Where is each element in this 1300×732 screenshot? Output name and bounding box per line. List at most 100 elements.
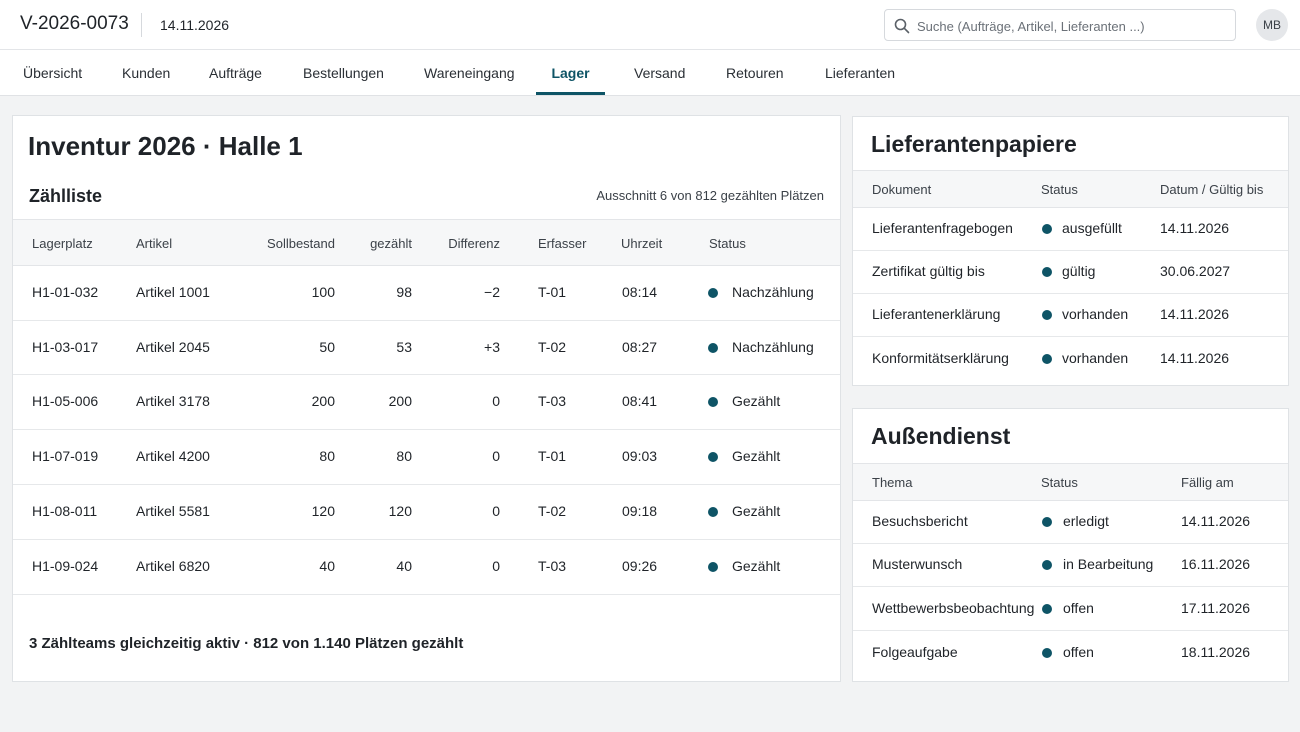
document-name: Konformitätserklärung bbox=[872, 350, 1009, 366]
inventory-panel: Inventur 2026 · Halle 1 Zählliste Aussch… bbox=[12, 115, 841, 682]
cell-artikel: Artikel 6820 bbox=[136, 558, 210, 574]
field-service-header: Thema Status Fällig am bbox=[853, 463, 1288, 501]
cell-status: Gezählt bbox=[732, 558, 781, 574]
cell-uhrzeit: 09:03 bbox=[622, 448, 658, 464]
topic-due-date: 18.11.2026 bbox=[1181, 644, 1251, 660]
list-item[interactable]: Zertifikat gültig bis gültig 30.06.2027 bbox=[853, 251, 1288, 294]
tab-versand[interactable]: Versand bbox=[634, 65, 686, 81]
column-header-thema[interactable]: Thema bbox=[872, 475, 913, 490]
top-bar: V-2026-0073 14.11.2026 MB bbox=[0, 0, 1300, 50]
field-service-title: Außendienst bbox=[871, 423, 1011, 449]
cell-artikel: Artikel 1001 bbox=[136, 284, 210, 300]
cell-sollbestand: 50 bbox=[319, 339, 335, 355]
status-dot-icon bbox=[708, 343, 718, 353]
column-header-faellig[interactable]: Fällig am bbox=[1181, 475, 1234, 490]
column-header-artikel[interactable]: Artikel bbox=[136, 236, 173, 251]
cell-sollbestand: 120 bbox=[311, 503, 335, 519]
cell-erfasser: T-02 bbox=[538, 503, 567, 519]
column-header-sollbestand[interactable]: Sollbestand bbox=[267, 236, 335, 251]
count-summary: 3 Zählteams gleichzeitig aktiv · 812 von… bbox=[29, 635, 464, 652]
header-date: 14.11.2026 bbox=[160, 17, 230, 33]
table-row[interactable]: H1-03-017 Artikel 2045 50 53 +3 T-02 08:… bbox=[13, 321, 840, 375]
cell-uhrzeit: 09:18 bbox=[622, 503, 658, 519]
cell-lagerplatz: H1-01-032 bbox=[32, 284, 99, 300]
cell-differenz: 0 bbox=[492, 393, 500, 409]
status-dot-icon bbox=[708, 507, 718, 517]
column-header-erfasser[interactable]: Erfasser bbox=[538, 236, 587, 251]
cell-status: Gezählt bbox=[732, 503, 781, 519]
status-dot-icon bbox=[1042, 224, 1052, 234]
document-name: Lieferantenfragebogen bbox=[872, 220, 1013, 236]
cell-erfasser: T-01 bbox=[538, 448, 567, 464]
topic-status: erledigt bbox=[1063, 513, 1109, 529]
cell-status: Nachzählung bbox=[732, 339, 814, 355]
main-navigation: Übersicht Kunden Aufträge Bestellungen W… bbox=[0, 50, 1300, 96]
list-item[interactable]: Lieferantenerklärung vorhanden 14.11.202… bbox=[853, 294, 1288, 337]
column-header-dokument[interactable]: Dokument bbox=[872, 182, 932, 197]
tab-kunden[interactable]: Kunden bbox=[122, 65, 171, 81]
document-date: 14.11.2026 bbox=[1160, 306, 1230, 322]
cell-differenz: +3 bbox=[484, 339, 500, 355]
column-header-gezaehlt[interactable]: gezählt bbox=[370, 236, 412, 251]
tab-wareneingang[interactable]: Wareneingang bbox=[424, 65, 515, 81]
list-item[interactable]: Musterwunsch in Bearbeitung 16.11.2026 bbox=[853, 544, 1288, 587]
count-table-header: Lagerplatz Artikel Sollbestand gezählt D… bbox=[13, 219, 840, 266]
cell-differenz: 0 bbox=[492, 448, 500, 464]
user-avatar[interactable]: MB bbox=[1256, 9, 1288, 41]
table-row[interactable]: H1-01-032 Artikel 1001 100 98 −2 T-01 08… bbox=[13, 266, 840, 321]
cell-sollbestand: 40 bbox=[319, 558, 335, 574]
tab-auftraege[interactable]: Aufträge bbox=[209, 65, 262, 81]
cell-lagerplatz: H1-08-011 bbox=[32, 503, 98, 519]
list-item[interactable]: Lieferantenfragebogen ausgefüllt 14.11.2… bbox=[853, 208, 1288, 251]
table-row[interactable]: H1-09-024 Artikel 6820 40 40 0 T-03 09:2… bbox=[13, 540, 840, 595]
list-item[interactable]: Konformitätserklärung vorhanden 14.11.20… bbox=[853, 337, 1288, 385]
tab-bestellungen[interactable]: Bestellungen bbox=[303, 65, 384, 81]
document-id: V-2026-0073 bbox=[20, 13, 129, 34]
status-dot-icon bbox=[708, 288, 718, 298]
column-header-status[interactable]: Status bbox=[709, 236, 746, 251]
tab-uebersicht[interactable]: Übersicht bbox=[23, 65, 83, 81]
column-header-status[interactable]: Status bbox=[1041, 182, 1078, 197]
cell-differenz: 0 bbox=[492, 558, 500, 574]
document-date: 14.11.2026 bbox=[1160, 350, 1230, 366]
search-input[interactable] bbox=[917, 16, 1227, 36]
tab-lager[interactable]: Lager bbox=[551, 65, 590, 81]
document-date: 30.06.2027 bbox=[1160, 263, 1231, 279]
cell-gezaehlt: 120 bbox=[388, 503, 412, 519]
tab-lieferanten[interactable]: Lieferanten bbox=[825, 65, 896, 81]
cell-lagerplatz: H1-05-006 bbox=[32, 393, 99, 409]
column-header-differenz[interactable]: Differenz bbox=[448, 236, 500, 251]
cell-status: Gezählt bbox=[732, 448, 781, 464]
status-dot-icon bbox=[1042, 560, 1052, 570]
cell-sollbestand: 200 bbox=[311, 393, 335, 409]
topic-due-date: 16.11.2026 bbox=[1181, 556, 1251, 572]
topic-due-date: 14.11.2026 bbox=[1181, 513, 1251, 529]
list-item[interactable]: Wettbewerbsbeobachtung offen 17.11.2026 bbox=[853, 587, 1288, 631]
page-title: Inventur 2026 · Halle 1 bbox=[28, 131, 303, 161]
cell-gezaehlt: 40 bbox=[396, 558, 412, 574]
topic-status: offen bbox=[1063, 644, 1094, 660]
cell-erfasser: T-03 bbox=[538, 558, 567, 574]
cell-differenz: 0 bbox=[492, 503, 500, 519]
status-dot-icon bbox=[708, 562, 718, 572]
cell-gezaehlt: 200 bbox=[388, 393, 412, 409]
list-item[interactable]: Besuchsbericht erledigt 14.11.2026 bbox=[853, 501, 1288, 544]
table-row[interactable]: H1-08-011 Artikel 5581 120 120 0 T-02 09… bbox=[13, 485, 840, 540]
supplier-papers-title: Lieferantenpapiere bbox=[871, 131, 1077, 157]
table-row[interactable]: H1-05-006 Artikel 3178 200 200 0 T-03 08… bbox=[13, 375, 840, 430]
document-status: vorhanden bbox=[1062, 350, 1129, 366]
cell-erfasser: T-01 bbox=[538, 284, 567, 300]
cell-lagerplatz: H1-03-017 bbox=[32, 339, 99, 355]
table-row[interactable]: H1-07-019 Artikel 4200 80 80 0 T-01 09:0… bbox=[13, 430, 840, 485]
supplier-papers-header: Dokument Status Datum / Gültig bis bbox=[853, 170, 1288, 208]
column-header-status[interactable]: Status bbox=[1041, 475, 1078, 490]
cell-artikel: Artikel 5581 bbox=[136, 503, 210, 519]
search-box[interactable] bbox=[884, 9, 1236, 41]
column-header-lagerplatz[interactable]: Lagerplatz bbox=[32, 236, 93, 251]
list-item[interactable]: Folgeaufgabe offen 18.11.2026 bbox=[853, 631, 1288, 681]
column-header-uhrzeit[interactable]: Uhrzeit bbox=[621, 236, 663, 251]
column-header-datum[interactable]: Datum / Gültig bis bbox=[1160, 182, 1264, 197]
tab-retouren[interactable]: Retouren bbox=[726, 65, 784, 81]
supplier-papers-panel: Lieferantenpapiere Dokument Status Datum… bbox=[852, 116, 1289, 386]
status-dot-icon bbox=[1042, 310, 1052, 320]
